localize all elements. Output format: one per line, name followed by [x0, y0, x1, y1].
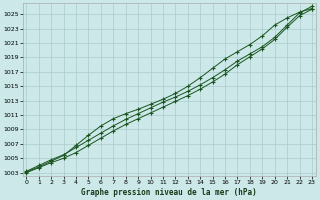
X-axis label: Graphe pression niveau de la mer (hPa): Graphe pression niveau de la mer (hPa)	[81, 188, 257, 197]
